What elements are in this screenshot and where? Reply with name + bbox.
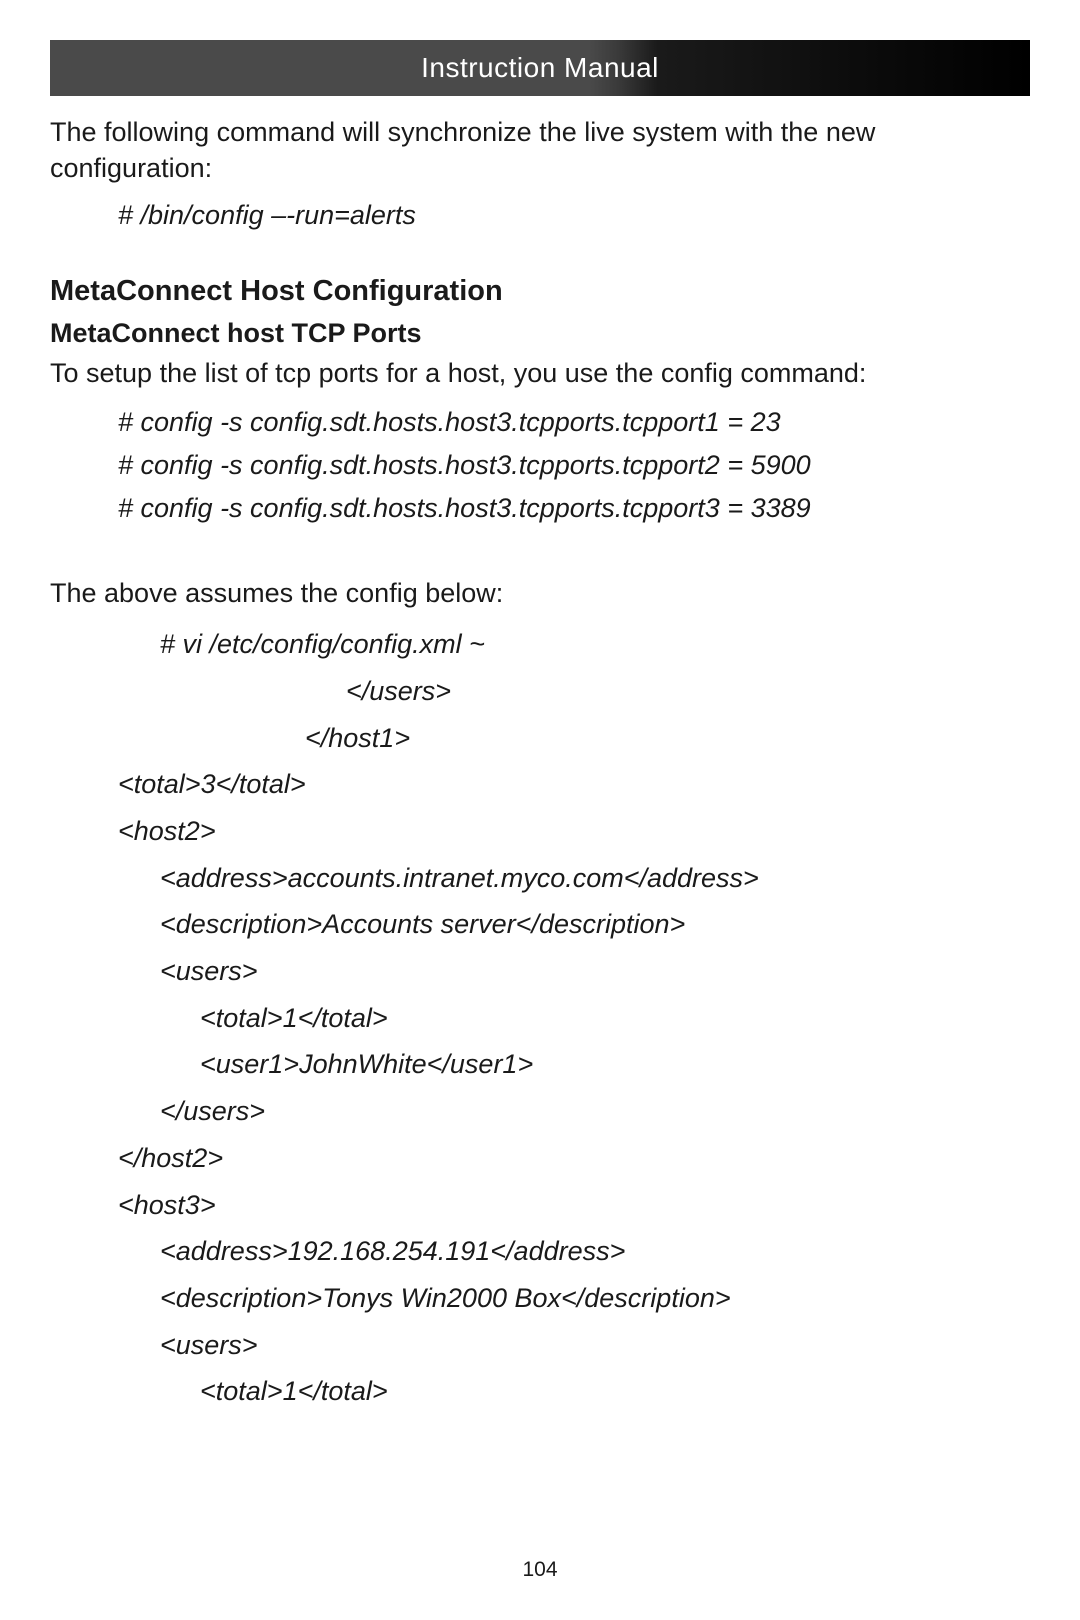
xml-line: # vi /etc/config/config.xml ~ [50, 621, 1030, 668]
command-line: # config -s config.sdt.hosts.host3.tcppo… [50, 401, 1030, 444]
xml-block: # vi /etc/config/config.xml ~</users></h… [50, 621, 1030, 1415]
header-bar: Instruction Manual [50, 40, 1030, 96]
command-line: # config -s config.sdt.hosts.host3.tcppo… [50, 444, 1030, 487]
xml-line: <total>1</total> [50, 1368, 1030, 1415]
xml-line: <description>Tonys Win2000 Box</descript… [50, 1275, 1030, 1322]
section-heading: MetaConnect Host Configuration [50, 275, 1030, 308]
sub-heading: MetaConnect host TCP Ports [50, 318, 1030, 349]
xml-line: <host2> [50, 808, 1030, 855]
xml-line: <host3> [50, 1182, 1030, 1229]
xml-line: </users> [50, 1088, 1030, 1135]
page-number: 104 [0, 1558, 1080, 1582]
xml-line: <users> [50, 1322, 1030, 1369]
intro-command: # /bin/config –-run=alerts [50, 197, 1030, 235]
xml-line: <address>192.168.254.191</address> [50, 1228, 1030, 1275]
section-body: To setup the list of tcp ports for a hos… [50, 355, 1030, 391]
xml-line: <total>1</total> [50, 995, 1030, 1042]
header-title: Instruction Manual [421, 52, 659, 84]
xml-line: </host2> [50, 1135, 1030, 1182]
xml-line: <user1>JohnWhite</user1> [50, 1041, 1030, 1088]
intro-text: The following command will synchronize t… [50, 114, 1030, 187]
xml-line: <total>3</total> [50, 761, 1030, 808]
xml-line: </host1> [50, 715, 1030, 762]
xml-line: <users> [50, 948, 1030, 995]
command-line: # config -s config.sdt.hosts.host3.tcppo… [50, 487, 1030, 530]
xml-line: <address>accounts.intranet.myco.com</add… [50, 855, 1030, 902]
command-block: # config -s config.sdt.hosts.host3.tcppo… [50, 401, 1030, 531]
xml-line: </users> [50, 668, 1030, 715]
xml-line: <description>Accounts server</descriptio… [50, 901, 1030, 948]
assumes-text: The above assumes the config below: [50, 575, 1030, 611]
